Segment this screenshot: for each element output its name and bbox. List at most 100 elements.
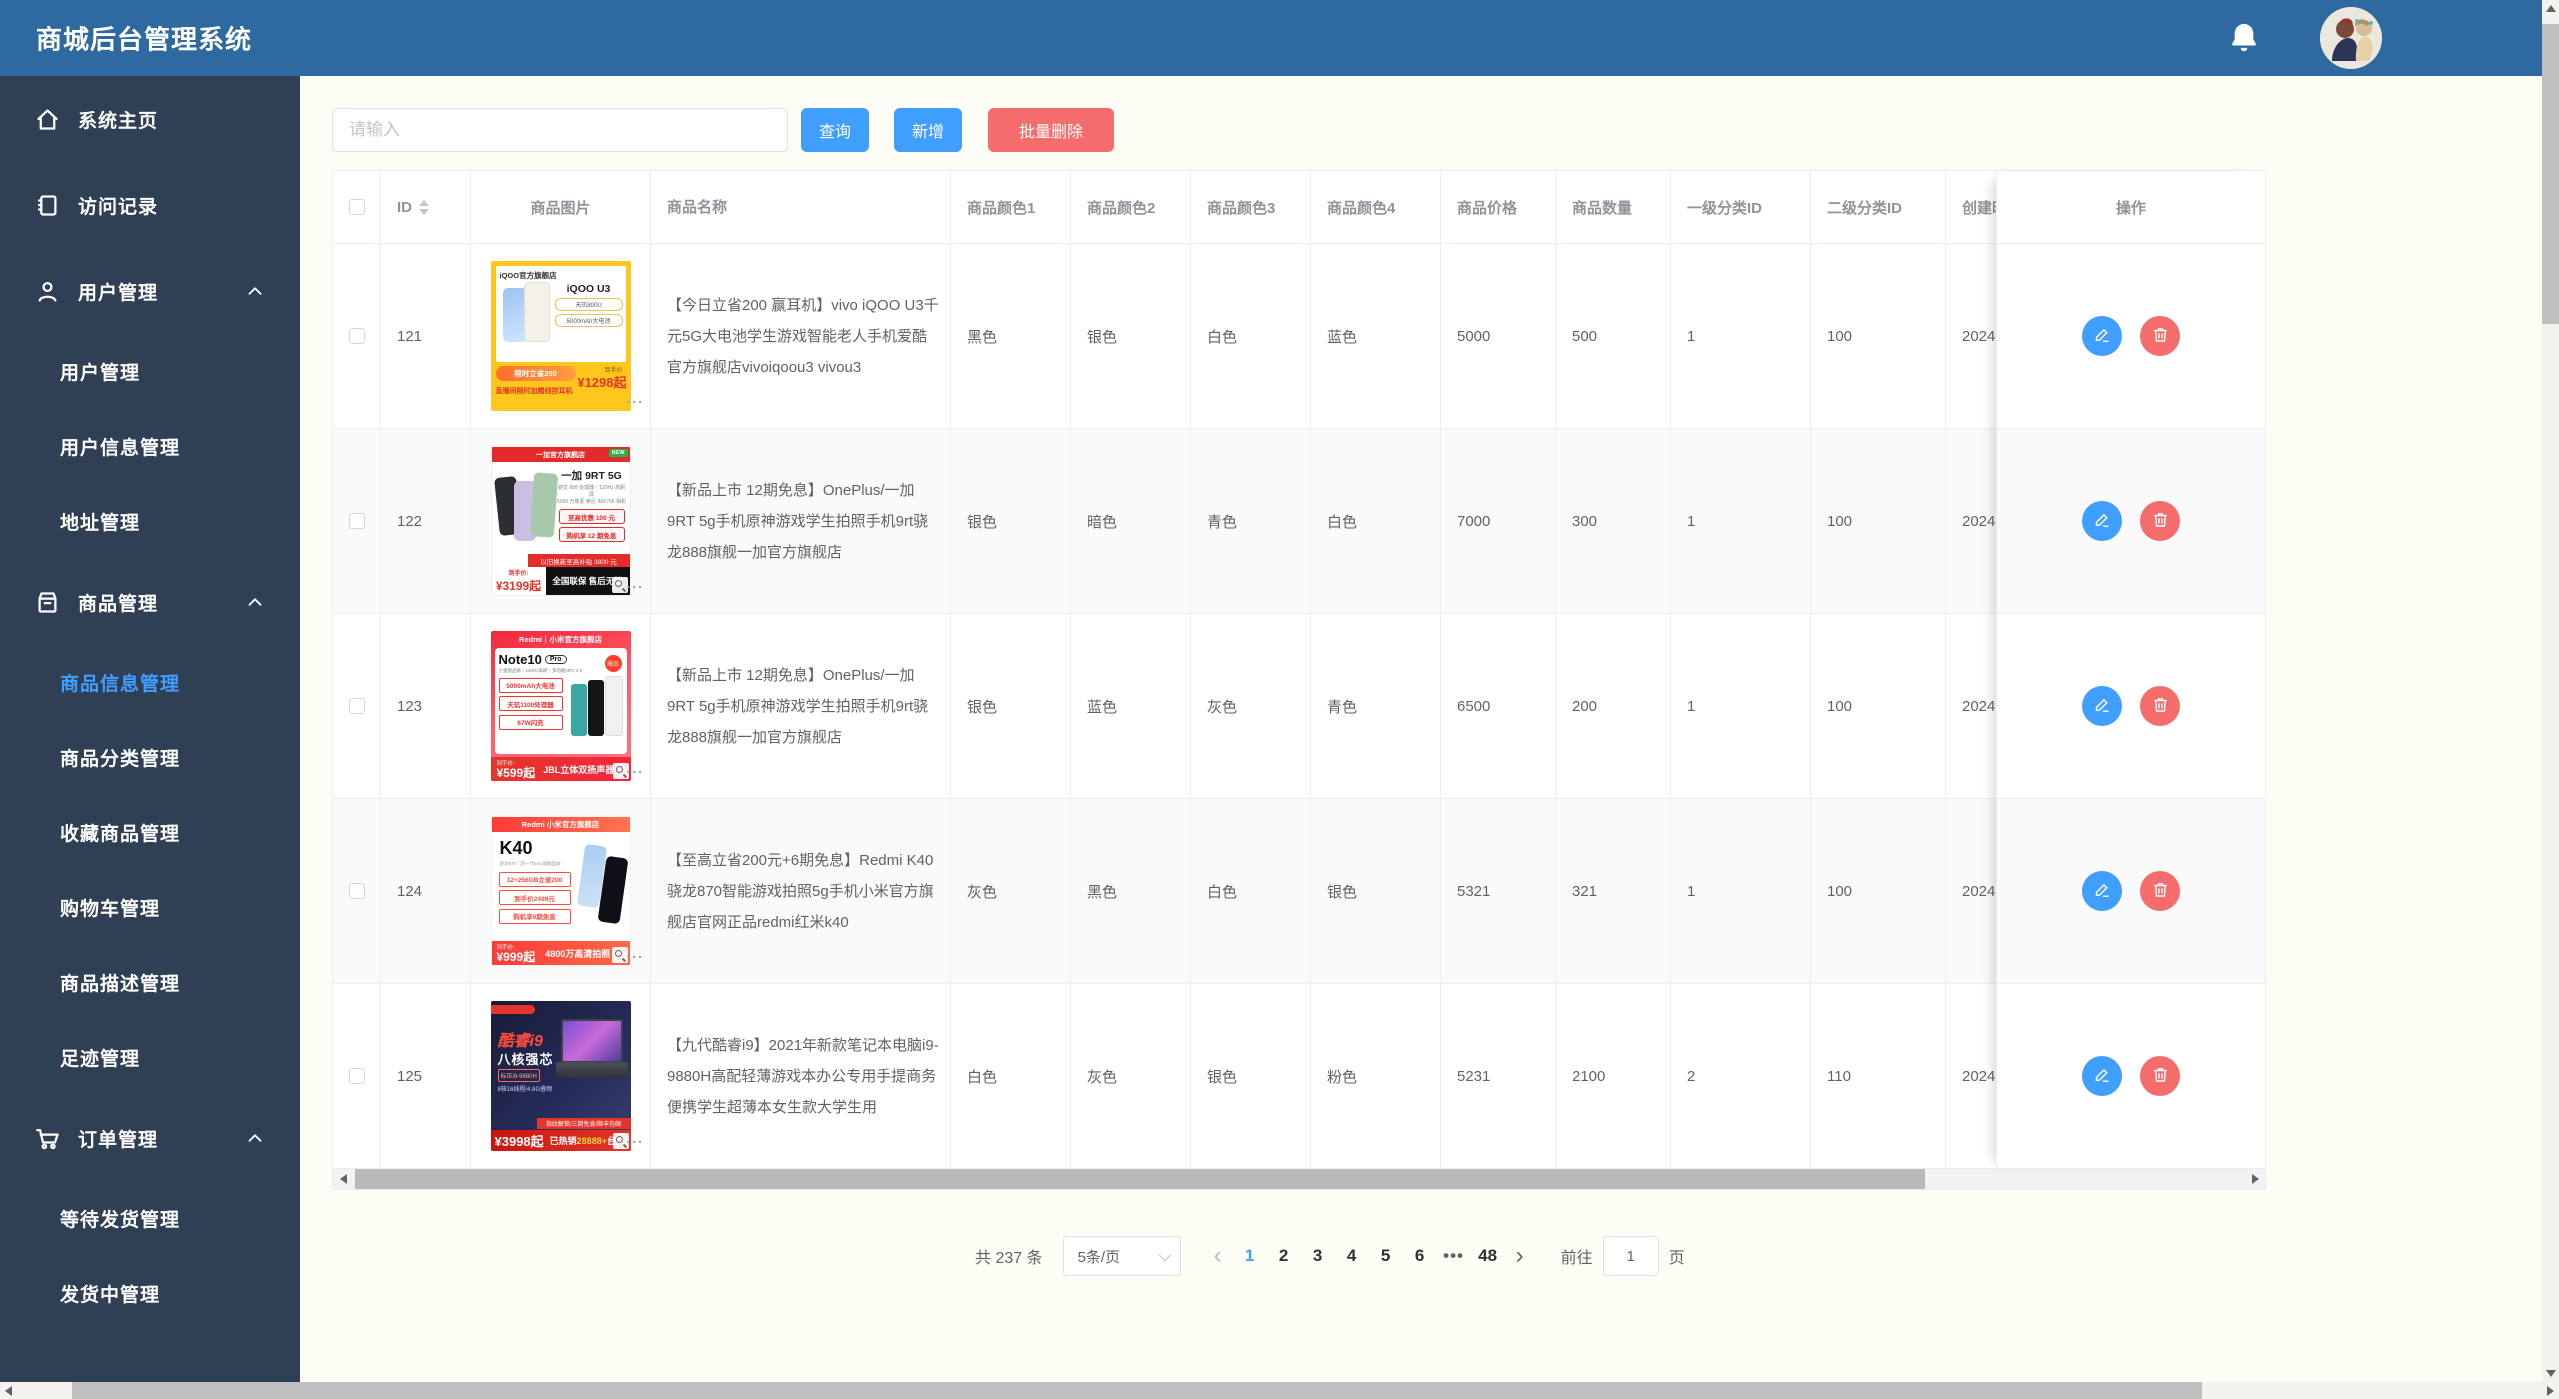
edit-button[interactable] <box>2082 1056 2122 1096</box>
add-button[interactable]: 新增 <box>894 108 962 152</box>
pagination: 共 237 条 5条/页 ‹ 1 2 3 4 5 6 ••• 48 › 前往 页 <box>975 1234 1685 1278</box>
fixed-operation-column: 操作 <box>1996 171 2265 1169</box>
page-number-3[interactable]: 3 <box>1312 1246 1323 1265</box>
scroll-right-arrow[interactable] <box>2245 1169 2265 1189</box>
goto-page-input[interactable] <box>1602 1236 1659 1276</box>
sidebar-item-label: 用户管理 <box>60 363 141 384</box>
sidebar-subitem-地址管理[interactable]: 地址管理 <box>0 484 300 559</box>
cell-product-name: 【今日立省200 赢耳机】vivo iQOO U3千元5G大电池学生游戏智能老人… <box>651 244 951 429</box>
sidebar-subitem-等待发货管理[interactable]: 等待发货管理 <box>0 1181 300 1256</box>
delete-button[interactable] <box>2140 1056 2180 1096</box>
page-number-5[interactable]: 5 <box>1380 1246 1391 1265</box>
table-horizontal-scrollbar[interactable] <box>333 1169 2265 1189</box>
cell-color3: 银色 <box>1191 984 1311 1169</box>
cell-category2-id: 100 <box>1811 244 1946 429</box>
delete-button[interactable] <box>2140 501 2180 541</box>
cell-id: 124 <box>381 799 471 984</box>
edit-button[interactable] <box>2082 501 2122 541</box>
cell-quantity: 500 <box>1556 244 1671 429</box>
search-input[interactable] <box>332 108 788 152</box>
horizontal-scrollbar-thumb[interactable] <box>72 1382 2202 1399</box>
sidebar-subitem-商品描述管理[interactable]: 商品描述管理 <box>0 945 300 1020</box>
product-image[interactable]: Redmi｜小米官方旗舰店 Note10 Pro 爆品 小金刚品质｜120Hz高刷｜… <box>490 631 631 781</box>
page-size-select[interactable]: 5条/页 <box>1062 1236 1181 1276</box>
column-header-商品数量: 商品数量 <box>1556 171 1671 244</box>
avatar[interactable] <box>2320 7 2382 69</box>
query-button[interactable]: 查询 <box>801 108 869 152</box>
edit-button[interactable] <box>2082 316 2122 356</box>
sidebar-item-订单管理[interactable]: 订单管理 <box>0 1095 300 1181</box>
sidebar-item-label: 商品信息管理 <box>60 674 181 695</box>
cell-id: 123 <box>381 614 471 799</box>
sidebar-item-label: 地址管理 <box>60 513 141 534</box>
sidebar-item-label: 等待发货管理 <box>60 1210 181 1231</box>
page-number-6[interactable]: 6 <box>1414 1246 1425 1265</box>
page-number-48[interactable]: 48 <box>1478 1246 1498 1265</box>
row-checkbox[interactable] <box>348 698 365 714</box>
sidebar-item-label: 商品描述管理 <box>60 974 181 995</box>
trash-icon <box>2151 510 2170 532</box>
page-horizontal-scrollbar[interactable] <box>0 1382 2559 1399</box>
row-checkbox[interactable] <box>348 328 365 344</box>
page-number-4[interactable]: 4 <box>1346 1246 1357 1265</box>
scrollbar-thumb[interactable] <box>355 1169 1925 1189</box>
page-vertical-scrollbar[interactable] <box>2542 0 2559 1382</box>
sidebar-subitem-商品信息管理[interactable]: 商品信息管理 <box>0 645 300 720</box>
column-header-ID[interactable]: ID <box>381 171 471 244</box>
sidebar-subitem-用户管理[interactable]: 用户管理 <box>0 334 300 409</box>
page-number-2[interactable]: 2 <box>1278 1246 1289 1265</box>
product-image[interactable]: 一加官方旗舰店 NEW 一加 9RT 5G 骁龙 888 处理器｜120Hz 高刷屏… <box>490 446 631 596</box>
table-row: 121 iQOO官方旗舰店 iQOO U3 天玑800U 5000mAh大电池 限时… <box>333 244 2146 429</box>
sidebar-subitem-发货中管理[interactable]: 发货中管理 <box>0 1256 300 1331</box>
next-page-button[interactable]: › <box>1515 1242 1524 1269</box>
goto-page-group: 前往 页 <box>1561 1236 1685 1276</box>
cell-color4: 青色 <box>1311 614 1441 799</box>
product-image[interactable]: 酷睿i9 八核强芯 标压i9-9880H 8核16线程/4.8G睿频 指纹解锁/三期… <box>490 1001 631 1151</box>
batch-delete-button[interactable]: 批量删除 <box>988 108 1114 152</box>
scroll-left-arrow[interactable] <box>0 1382 17 1399</box>
sidebar-subitem-商品分类管理[interactable]: 商品分类管理 <box>0 720 300 795</box>
page-more-icon[interactable]: ••• <box>1443 1246 1465 1265</box>
edit-icon <box>2093 695 2112 717</box>
select-all-checkbox[interactable] <box>348 199 365 215</box>
sidebar-item-系统主页[interactable]: 系统主页 <box>0 76 300 162</box>
sidebar-subitem-足迹管理[interactable]: 足迹管理 <box>0 1020 300 1095</box>
page-number-1[interactable]: 1 <box>1244 1246 1255 1265</box>
sidebar-item-label: 购物车管理 <box>60 899 161 920</box>
vertical-scrollbar-thumb[interactable] <box>2542 24 2559 324</box>
magnifier-icon <box>611 947 628 963</box>
sidebar-subitem-购物车管理[interactable]: 购物车管理 <box>0 870 300 945</box>
product-image[interactable]: Redmi 小米官方旗舰店 K40 骁龙870｜新一代6nm旗舰直屏 12+256G… <box>490 816 631 966</box>
cell-price: 5231 <box>1441 984 1556 1169</box>
scroll-up-arrow[interactable] <box>2542 0 2559 17</box>
row-checkbox[interactable] <box>348 883 365 899</box>
scroll-down-arrow[interactable] <box>2542 1365 2559 1382</box>
scroll-right-arrow[interactable] <box>2542 1382 2559 1399</box>
scroll-left-arrow[interactable] <box>333 1169 353 1189</box>
row-checkbox[interactable] <box>348 513 365 529</box>
sidebar-item-用户管理[interactable]: 用户管理 <box>0 248 300 334</box>
prev-page-button[interactable]: ‹ <box>1213 1242 1222 1269</box>
cell-category1-id: 1 <box>1671 614 1811 799</box>
product-image[interactable]: iQOO官方旗舰店 iQOO U3 天玑800U 5000mAh大电池 限时立省20… <box>490 261 631 411</box>
sidebar-subitem-收藏商品管理[interactable]: 收藏商品管理 <box>0 795 300 870</box>
cell-quantity: 321 <box>1556 799 1671 984</box>
edit-button[interactable] <box>2082 686 2122 726</box>
cell-color3: 白色 <box>1191 799 1311 984</box>
sidebar-item-访问记录[interactable]: 访问记录 <box>0 162 300 248</box>
delete-button[interactable] <box>2140 686 2180 726</box>
row-checkbox[interactable] <box>348 1068 365 1084</box>
delete-button[interactable] <box>2140 316 2180 356</box>
edit-icon <box>2093 1065 2112 1087</box>
notification-bell-icon[interactable] <box>2226 20 2262 58</box>
cell-product-name: 【九代酷睿i9】2021年新款笔记本电脑i9-9880H高配轻薄游戏本办公专用手… <box>651 984 951 1169</box>
sidebar-subitem-用户信息管理[interactable]: 用户信息管理 <box>0 409 300 484</box>
edit-icon <box>2093 880 2112 902</box>
table-row: 123 Redmi｜小米官方旗舰店 Note10 Pro 爆品 小金刚品质｜120H… <box>333 614 2146 799</box>
sort-caret-icon[interactable] <box>419 199 429 215</box>
cell-category2-id: 100 <box>1811 799 1946 984</box>
delete-button[interactable] <box>2140 871 2180 911</box>
sidebar-item-商品管理[interactable]: 商品管理 <box>0 559 300 645</box>
column-header-商品名称: 商品名称 <box>651 171 951 244</box>
edit-button[interactable] <box>2082 871 2122 911</box>
